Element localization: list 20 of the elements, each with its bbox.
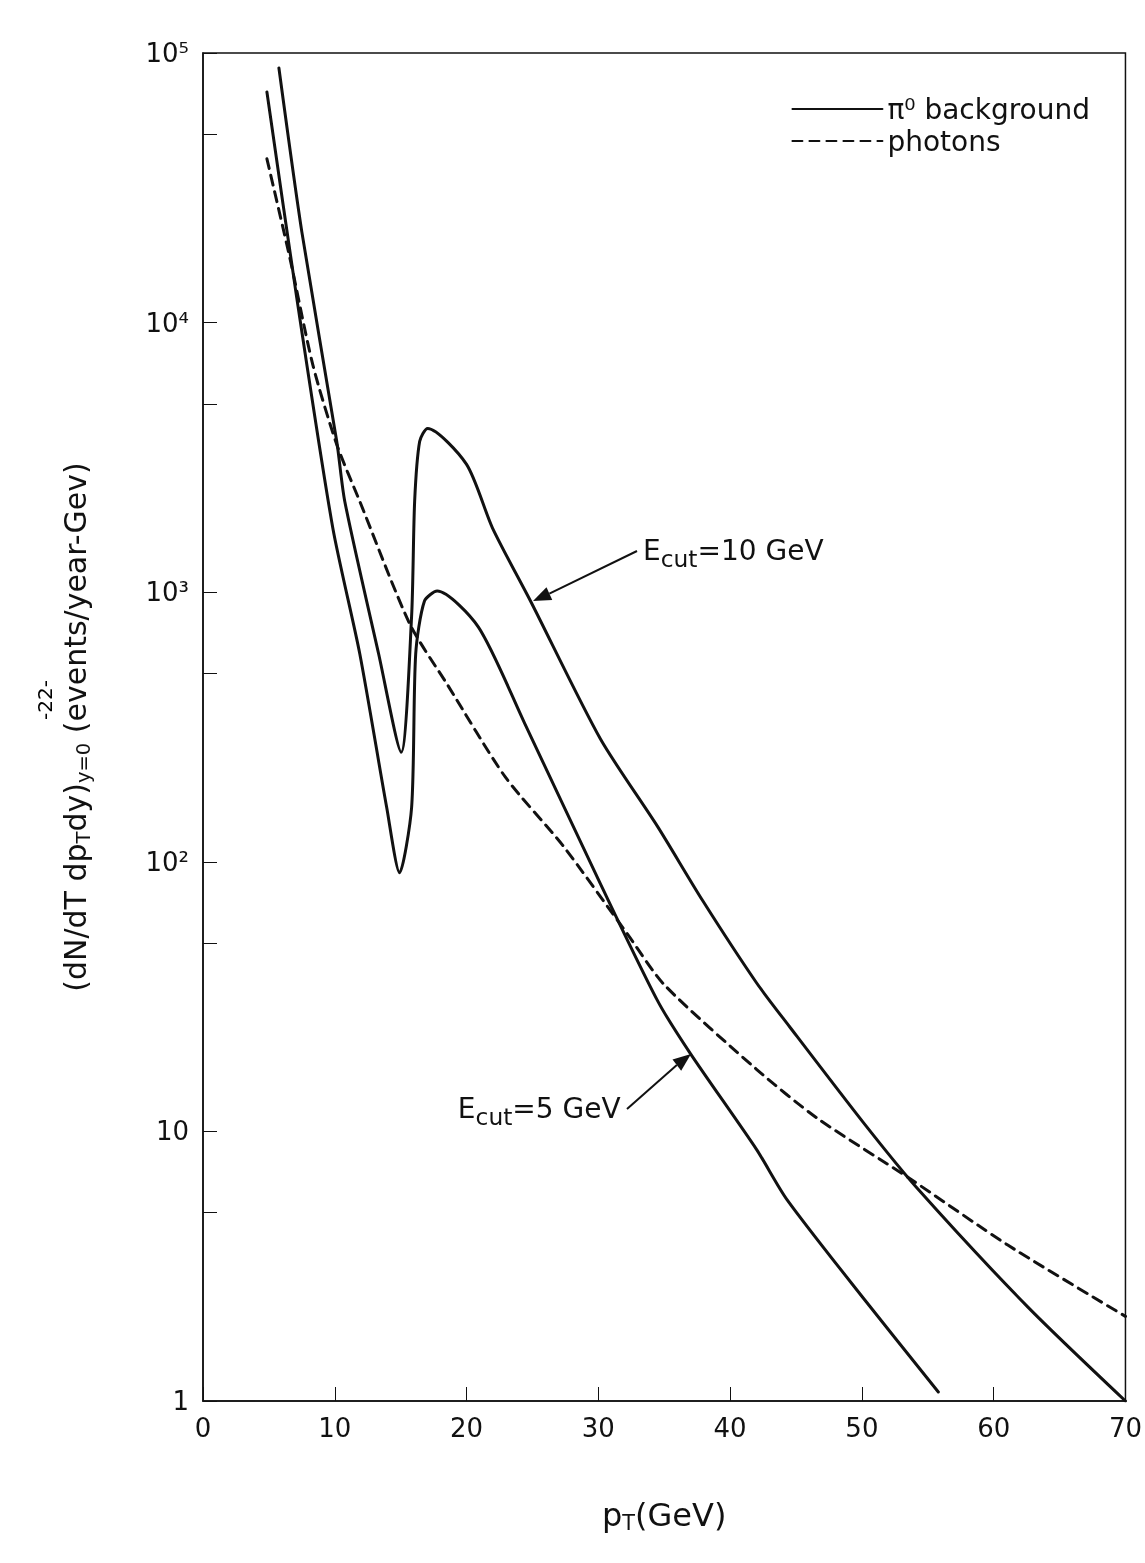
annotation: E$_{cut}$=5 GeV — [457, 1090, 621, 1133]
legend-label: photons — [887, 124, 1001, 158]
y-tick-label: 10² — [145, 846, 189, 877]
y-tick-label: 10 — [155, 1116, 189, 1147]
y-axis-title: (dN/dT dpTdy)y=0 (events/year-Gev) — [58, 462, 95, 992]
annotation: E$_{cut}$=10 GeV — [643, 532, 824, 575]
legend-label: π⁰ background — [887, 92, 1090, 126]
x-tick-label: 70 — [1108, 1413, 1142, 1443]
x-tick-label: 10 — [318, 1413, 352, 1443]
x-tick-label: 40 — [713, 1413, 747, 1443]
x-tick-label: 20 — [450, 1413, 484, 1443]
x-tick-label: 50 — [845, 1413, 879, 1443]
x-tick-label: 60 — [977, 1413, 1011, 1443]
y-tick-label: 10⁵ — [145, 38, 189, 68]
y-tick-label: 10⁴ — [145, 307, 189, 338]
y-tick-label: 10³ — [145, 577, 189, 608]
x-tick-label: 0 — [194, 1413, 212, 1443]
x-tick-label: 30 — [581, 1413, 615, 1443]
y-tick-label: 1 — [172, 1386, 189, 1416]
text: -22- — [33, 680, 57, 720]
